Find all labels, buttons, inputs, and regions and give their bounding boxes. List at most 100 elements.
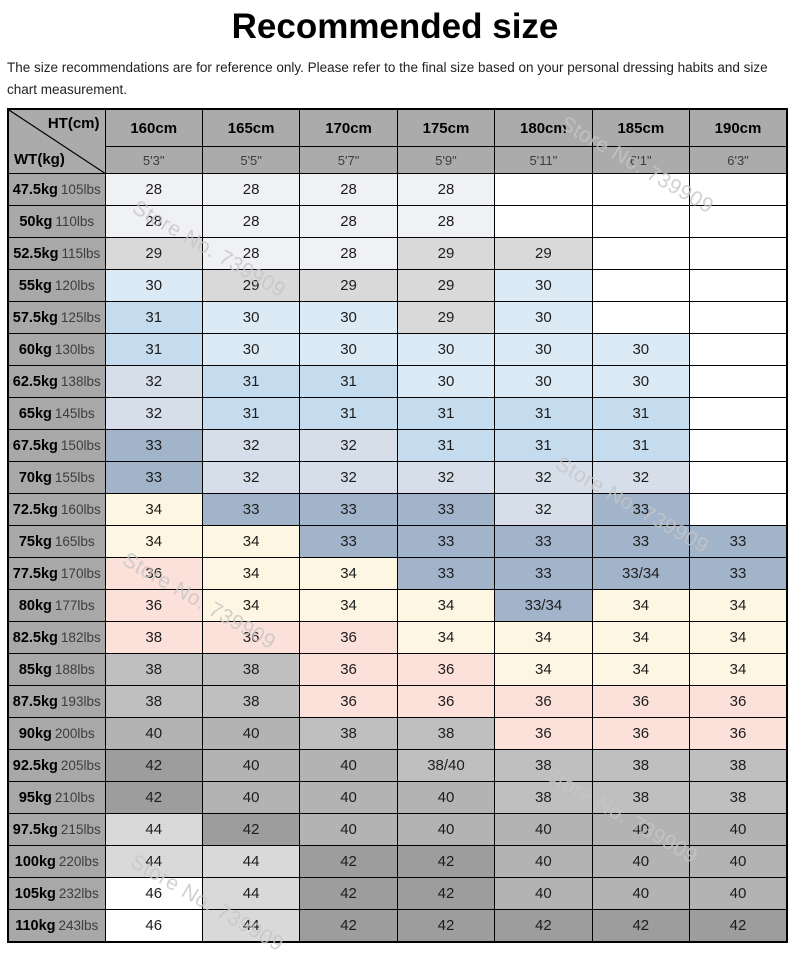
size-cell: 42 xyxy=(689,909,788,943)
size-cell: 31 xyxy=(104,301,203,334)
weight-lbs: 155lbs xyxy=(54,469,95,485)
size-cell xyxy=(689,493,788,526)
size-cell: 30 xyxy=(494,269,593,302)
table-row: 85kg 188lbs 38 38 36 36 34 34 34 xyxy=(7,653,788,686)
size-cell: 28 xyxy=(104,173,203,206)
height-header-ft: 5'5" xyxy=(201,146,301,174)
weight-lbs: 110lbs xyxy=(55,213,95,229)
size-cell: 28 xyxy=(299,237,398,270)
size-cell: 29 xyxy=(396,237,496,270)
size-cell: 31 xyxy=(201,397,301,430)
size-cell: 29 xyxy=(299,269,398,302)
weight-cell: 92.5kg 205lbs xyxy=(7,749,106,782)
weight-kg: 60kg xyxy=(18,341,52,358)
weight-kg: 97.5kg xyxy=(12,821,58,838)
size-cell: 40 xyxy=(396,781,496,814)
size-cell: 44 xyxy=(104,845,203,878)
size-cell: 38 xyxy=(396,717,496,750)
weight-kg: 90kg xyxy=(18,725,52,742)
size-cell: 29 xyxy=(494,237,593,270)
size-cell: 32 xyxy=(494,493,593,526)
size-cell: 33 xyxy=(591,493,691,526)
weight-kg: 55kg xyxy=(18,277,52,294)
table-row: 82.5kg 182lbs 38 36 36 34 34 34 34 xyxy=(7,621,788,654)
height-header-cm: 160cm xyxy=(104,108,203,147)
weight-kg: 57.5kg xyxy=(12,309,58,326)
weight-kg: 85kg xyxy=(18,661,52,678)
size-cell: 28 xyxy=(396,173,496,206)
size-cell: 34 xyxy=(396,621,496,654)
size-cell: 31 xyxy=(591,397,691,430)
weight-cell: 50kg 110lbs xyxy=(7,205,106,238)
weight-kg: 82.5kg xyxy=(12,629,58,646)
height-header-ft: 5'7" xyxy=(299,146,398,174)
weight-cell: 97.5kg 215lbs xyxy=(7,813,106,846)
weight-lbs: 138lbs xyxy=(60,373,101,389)
size-table: HT(cm) WT(kg) 160cm 165cm 170cm 175cm 180cm 185… xyxy=(7,108,788,943)
table-row: 87.5kg 193lbs 38 38 36 36 36 36 36 xyxy=(7,685,788,718)
weight-cell: 47.5kg 105lbs xyxy=(7,173,106,206)
size-cell: 40 xyxy=(494,877,593,910)
table-row: 105kg 232lbs 46 44 42 42 40 40 40 xyxy=(7,877,788,910)
size-cell xyxy=(591,205,691,238)
size-cell: 36 xyxy=(689,685,788,718)
size-cell: 42 xyxy=(494,909,593,943)
height-header-cm: 190cm xyxy=(689,108,788,147)
size-cell: 28 xyxy=(299,173,398,206)
height-header-ft: 5'9" xyxy=(396,146,496,174)
weight-cell: 90kg 200lbs xyxy=(7,717,106,750)
size-cell: 36 xyxy=(104,557,203,590)
size-cell: 40 xyxy=(299,813,398,846)
page-subtitle: The size recommendations are for referen… xyxy=(7,60,768,97)
diagonal-divider-line xyxy=(9,110,104,173)
weight-lbs: 177lbs xyxy=(54,597,95,613)
weight-lbs: 130lbs xyxy=(54,341,95,357)
weight-kg: 52.5kg xyxy=(13,245,59,262)
size-cell xyxy=(689,269,788,302)
size-cell: 33 xyxy=(494,557,593,590)
table-row: 70kg 155lbs 33 32 32 32 32 32 xyxy=(7,461,788,494)
size-cell xyxy=(689,429,788,462)
weight-cell: 82.5kg 182lbs xyxy=(7,621,106,654)
size-cell: 46 xyxy=(104,909,203,943)
size-cell: 32 xyxy=(591,461,691,494)
size-cell: 30 xyxy=(591,333,691,366)
size-cell: 33 xyxy=(299,493,398,526)
size-cell xyxy=(689,365,788,398)
weight-cell: 55kg 120lbs xyxy=(7,269,106,302)
weight-cell: 70kg 155lbs xyxy=(7,461,106,494)
size-cell: 42 xyxy=(396,845,496,878)
size-cell: 29 xyxy=(104,237,203,270)
size-cell: 28 xyxy=(201,237,301,270)
weight-cell: 57.5kg 125lbs xyxy=(7,301,106,334)
size-cell: 31 xyxy=(494,429,593,462)
weight-kg: 75kg xyxy=(18,533,52,550)
size-cell: 40 xyxy=(689,877,788,910)
table-row: 67.5kg 150lbs 33 32 32 31 31 31 xyxy=(7,429,788,462)
size-cell: 30 xyxy=(104,269,203,302)
weight-kg: 72.5kg xyxy=(12,501,58,518)
height-header-cm: 175cm xyxy=(396,108,496,147)
size-cell: 42 xyxy=(201,813,301,846)
size-cell: 30 xyxy=(201,301,301,334)
size-cell: 34 xyxy=(591,589,691,622)
size-cell xyxy=(591,301,691,334)
weight-cell: 105kg 232lbs xyxy=(7,877,106,910)
weight-lbs: 115lbs xyxy=(61,245,101,261)
page-title: Recommended size xyxy=(231,7,559,46)
size-cell: 44 xyxy=(104,813,203,846)
weight-kg: 47.5kg xyxy=(12,181,58,198)
size-cell: 30 xyxy=(494,365,593,398)
weight-cell: 62.5kg 138lbs xyxy=(7,365,106,398)
size-cell: 36 xyxy=(494,717,593,750)
size-table-wrap: HT(cm) WT(kg) 160cm 165cm 170cm 175cm 180cm 185… xyxy=(7,108,788,943)
size-cell: 40 xyxy=(201,717,301,750)
table-row: 75kg 165lbs 34 34 33 33 33 33 33 xyxy=(7,525,788,558)
weight-lbs: 165lbs xyxy=(54,533,95,549)
size-cell: 30 xyxy=(201,333,301,366)
weight-lbs: 150lbs xyxy=(60,437,101,453)
size-cell: 33 xyxy=(494,525,593,558)
size-cell: 44 xyxy=(201,845,301,878)
table-row: 100kg 220lbs 44 44 42 42 40 40 40 xyxy=(7,845,788,878)
size-cell: 28 xyxy=(104,205,203,238)
